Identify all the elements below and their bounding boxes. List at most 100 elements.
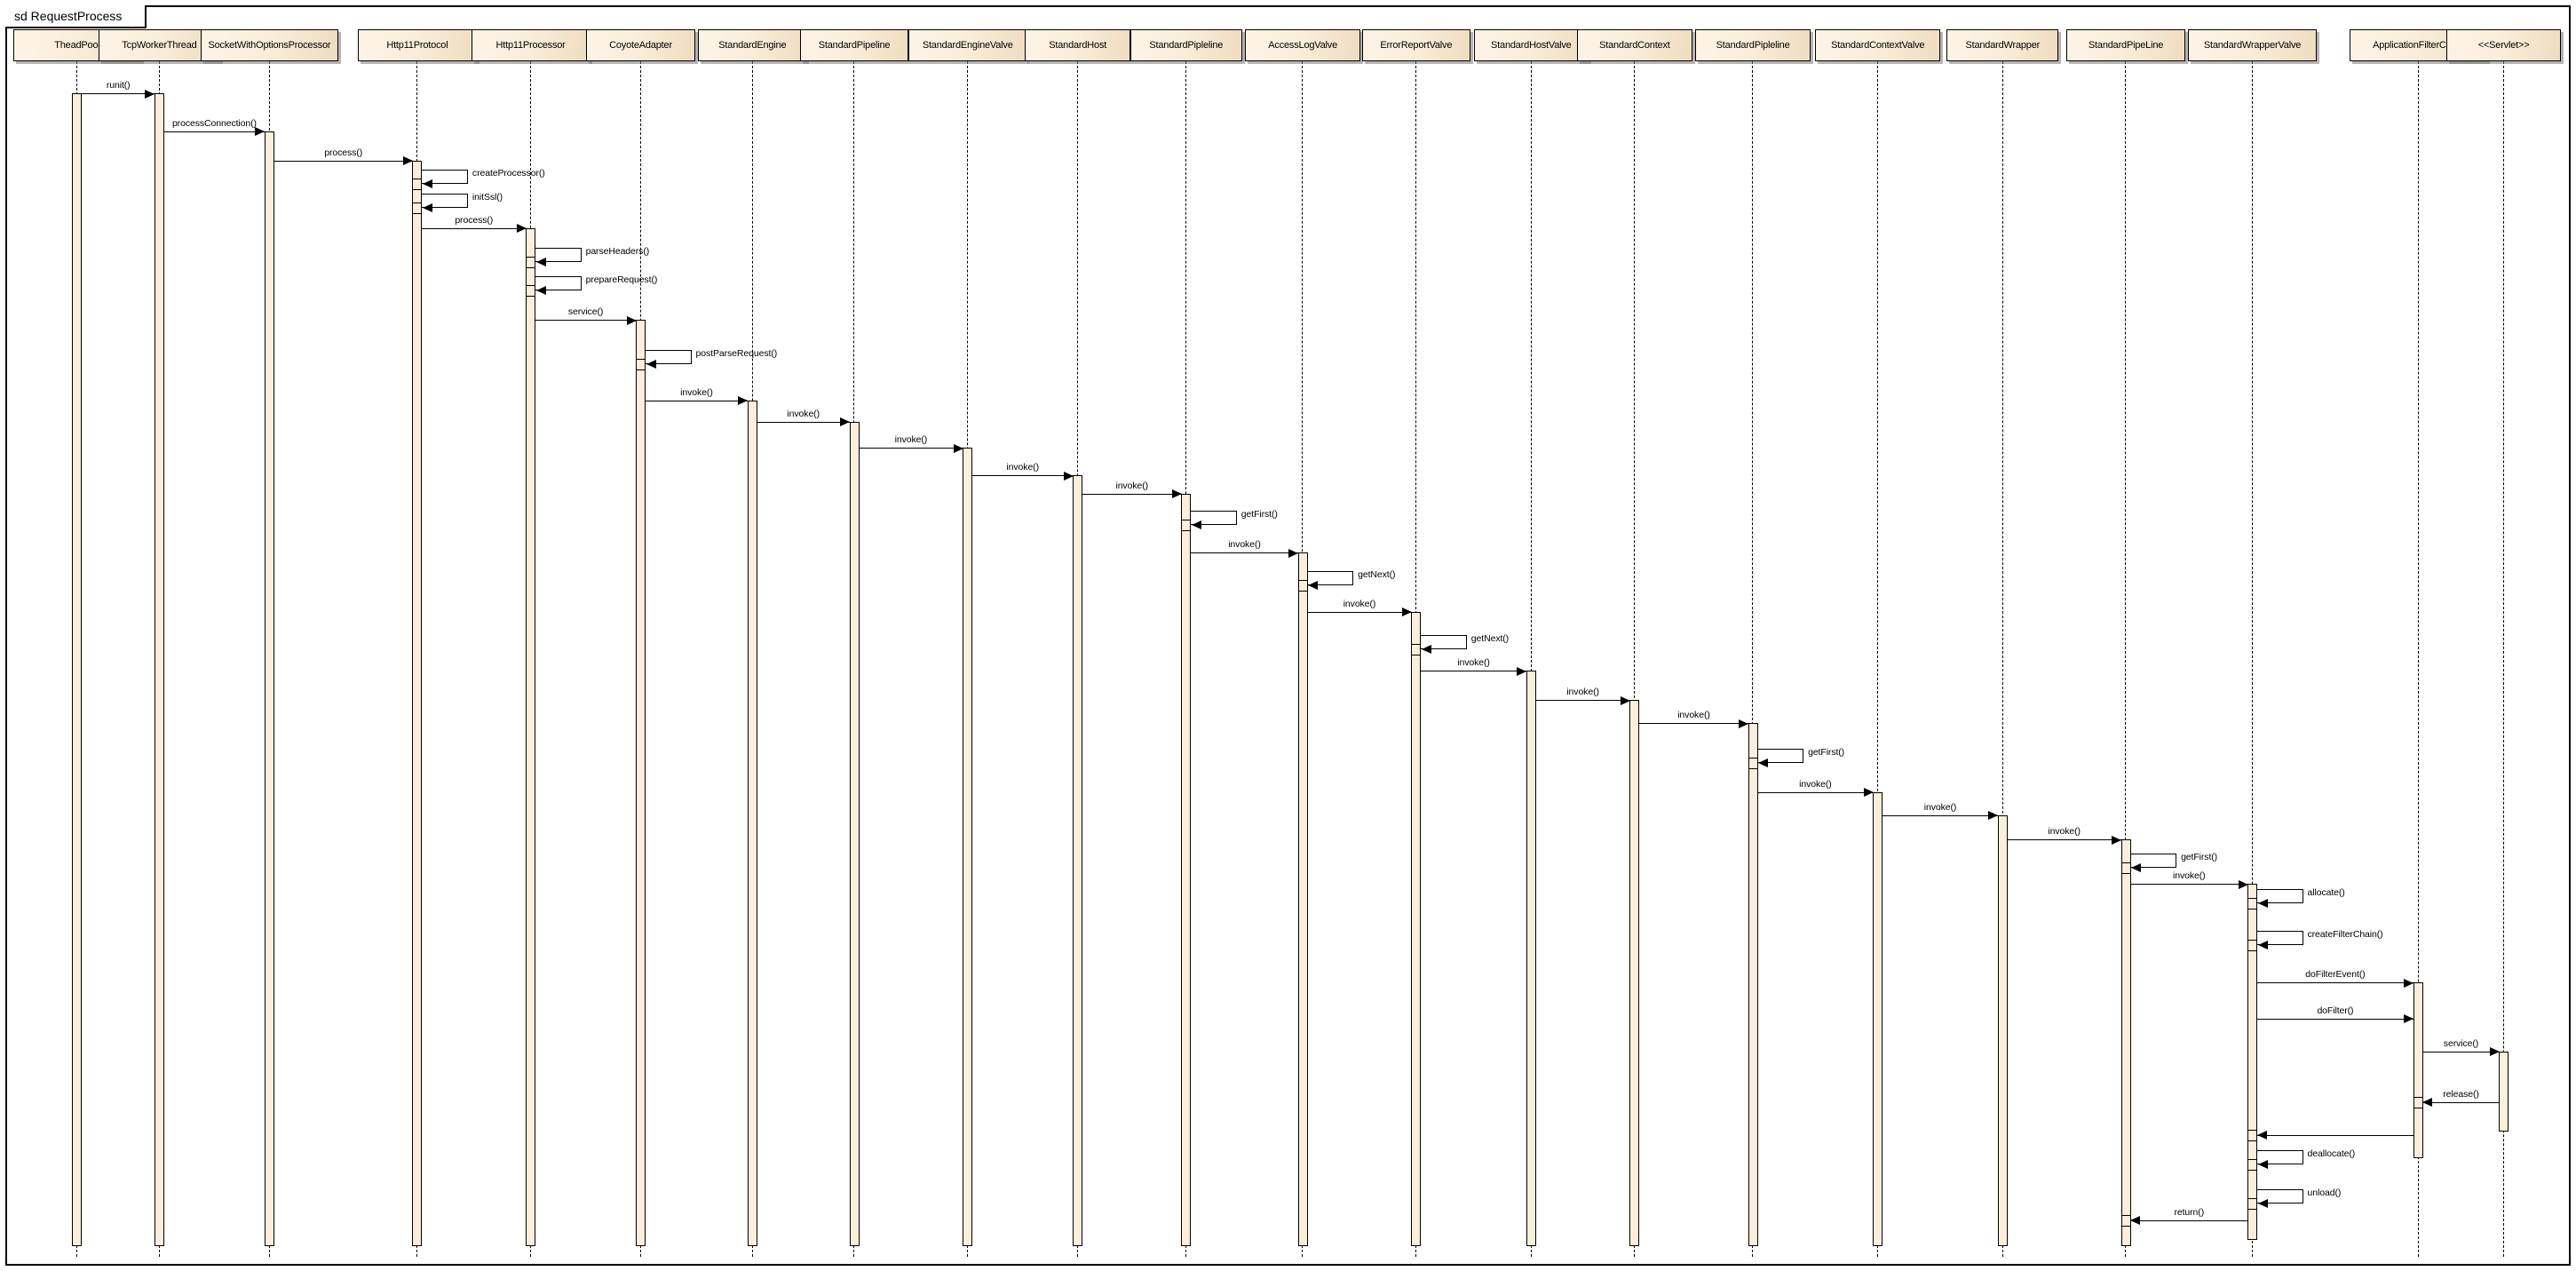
self-message-m04[interactable] <box>421 169 468 184</box>
self-message-m37[interactable] <box>2256 1149 2303 1164</box>
lifeline-label: Http11Protocol <box>386 40 448 52</box>
lifeline-head-standardwrappervalve[interactable]: StandardWrapperValve <box>2188 29 2317 62</box>
activation-bar-errorreportvalve[interactable] <box>1411 611 1422 1247</box>
message-line-m36[interactable] <box>2256 1134 2414 1136</box>
message-line-m09[interactable] <box>535 320 637 322</box>
activation-bar-standardpipeline4[interactable] <box>2120 839 2131 1247</box>
self-message-m28[interactable] <box>2130 853 2177 868</box>
self-message-m30[interactable] <box>2256 889 2303 904</box>
self-message-m18[interactable] <box>1307 571 1354 586</box>
message-line-m39[interactable] <box>2130 1219 2248 1221</box>
lifeline-head-standardpipleline2[interactable]: StandardPipleline <box>1129 29 1242 62</box>
self-message-m05[interactable] <box>421 194 468 209</box>
lifeline-head-standardpipleline3[interactable]: StandardPipleline <box>1695 29 1811 62</box>
arrowhead-m05 <box>422 203 432 213</box>
message-label-m34: service() <box>2443 1037 2479 1049</box>
activation-bar-standardpipeline1[interactable] <box>849 421 860 1247</box>
arrowhead-m07 <box>535 258 546 267</box>
arrowhead-m15 <box>1171 489 1182 499</box>
activation-bar-servlet[interactable] <box>2499 1051 2509 1132</box>
lifeline-head-standardcontextvalve[interactable]: StandardContextValve <box>1815 29 1940 62</box>
lifeline-head-standardpipeline1[interactable]: StandardPipeline <box>800 29 909 62</box>
activation-bar-accesslogvalve[interactable] <box>1297 552 1308 1247</box>
activation-bar-standardpipleline3[interactable] <box>1748 723 1758 1247</box>
activation-bar-http11processor[interactable] <box>526 227 536 1247</box>
message-line-m35[interactable] <box>2422 1101 2500 1103</box>
activation-bar-standardwrappervalve[interactable] <box>2247 884 2258 1240</box>
lifeline-head-tcpworkerthread[interactable]: TcpWorkerThread <box>99 29 220 62</box>
lifeline-head-socketprocessor[interactable]: SocketWithOptionsProcessor <box>200 29 339 62</box>
activation-bar-standardwrapper[interactable] <box>1997 814 2008 1247</box>
lifeline-head-accesslogvalve[interactable]: AccessLogValve <box>1245 29 1360 62</box>
arrowhead-m21 <box>1517 666 1527 676</box>
arrowhead-m33 <box>2404 1014 2414 1024</box>
self-message-m16[interactable] <box>1190 510 1237 525</box>
message-line-m19[interactable] <box>1307 611 1412 613</box>
lifeline-head-standardpipeline4[interactable]: StandardPipeLine <box>2066 29 2185 62</box>
interaction-frame <box>5 5 2571 1266</box>
activation-bar-standardenginevalve[interactable] <box>963 448 973 1247</box>
lifeline-stem-standardpipeline4 <box>2125 61 2127 1257</box>
activation-bar-standardcontextvalve[interactable] <box>1873 791 1883 1247</box>
message-line-m15[interactable] <box>1082 493 1182 495</box>
message-line-m01[interactable] <box>81 93 155 95</box>
lifeline-head-standardenginevalve[interactable]: StandardEngineValve <box>908 29 1027 62</box>
message-line-m26[interactable] <box>1882 814 1999 816</box>
message-line-m32[interactable] <box>2256 982 2414 984</box>
lifeline-head-servlet[interactable]: <<Servlet>> <box>2445 29 2562 62</box>
lifeline-head-http11protocol[interactable]: Http11Protocol <box>358 29 477 62</box>
activation-bar-coyoteadapter[interactable] <box>636 320 646 1247</box>
self-message-m08[interactable] <box>535 275 582 290</box>
self-message-m07[interactable] <box>535 248 582 263</box>
activation-bar-applicationfilterchain[interactable] <box>2413 982 2423 1158</box>
message-line-m29[interactable] <box>2130 884 2248 886</box>
nested-activation-m08 <box>526 284 536 297</box>
message-line-m14[interactable] <box>971 475 1074 477</box>
arrowhead-m16 <box>1191 520 1201 529</box>
message-line-m02[interactable] <box>163 131 266 132</box>
message-line-m03[interactable] <box>273 160 413 162</box>
lifeline-head-standardhost[interactable]: StandardHost <box>1025 29 1130 62</box>
message-line-m34[interactable] <box>2422 1051 2500 1053</box>
message-label-m04: createProcessor() <box>472 167 545 179</box>
message-label-m17: invoke() <box>1228 539 1261 551</box>
message-line-m27[interactable] <box>2007 839 2122 841</box>
lifeline-head-coyoteadapter[interactable]: CoyoteAdapter <box>586 29 695 62</box>
activation-bar-standardcontext[interactable] <box>1629 700 1640 1247</box>
message-label-m35: release() <box>2443 1088 2479 1100</box>
message-label-m22: invoke() <box>1566 687 1599 698</box>
arrowhead-m03 <box>402 156 413 166</box>
message-line-m23[interactable] <box>1638 723 1749 725</box>
activation-bar-standardpipleline2[interactable] <box>1181 493 1192 1247</box>
lifeline-label: StandardPipeLine <box>2088 40 2164 52</box>
message-line-m25[interactable] <box>1757 791 1874 793</box>
activation-bar-threadpool[interactable] <box>72 93 83 1247</box>
activation-bar-standardengine[interactable] <box>747 400 757 1247</box>
message-label-m05: initSsl() <box>472 192 503 203</box>
message-line-m13[interactable] <box>859 448 963 449</box>
self-message-m38[interactable] <box>2256 1189 2303 1204</box>
self-message-m24[interactable] <box>1757 748 1804 763</box>
lifeline-head-standardengine[interactable]: StandardEngine <box>698 29 807 62</box>
message-line-m12[interactable] <box>757 421 851 423</box>
lifeline-head-standardhostvalve[interactable]: StandardHostValve <box>1473 29 1589 62</box>
message-line-m22[interactable] <box>1535 700 1630 702</box>
nested-activation-m16 <box>1181 519 1192 531</box>
nested-activation-m05 <box>412 203 423 215</box>
activation-bar-http11protocol[interactable] <box>412 160 423 1247</box>
self-message-m20[interactable] <box>1420 635 1467 650</box>
lifeline-head-errorreportvalve[interactable]: ErrorReportValve <box>1361 29 1470 62</box>
self-message-m10[interactable] <box>645 349 692 364</box>
self-message-m31[interactable] <box>2256 930 2303 945</box>
activation-bar-socketprocessor[interactable] <box>264 131 274 1247</box>
lifeline-head-http11processor[interactable]: Http11Processor <box>471 29 590 62</box>
message-line-m33[interactable] <box>2256 1018 2414 1020</box>
lifeline-head-standardwrapper[interactable]: StandardWrapper <box>1946 29 2059 62</box>
activation-bar-standardhostvalve[interactable] <box>1526 671 1536 1247</box>
activation-bar-tcpworkerthread[interactable] <box>154 93 164 1247</box>
activation-bar-standardhost[interactable] <box>1073 475 1083 1247</box>
message-line-m06[interactable] <box>421 227 527 229</box>
message-line-m17[interactable] <box>1190 552 1299 554</box>
arrowhead-m23 <box>1739 719 1749 728</box>
lifeline-head-standardcontext[interactable]: StandardContext <box>1577 29 1692 62</box>
